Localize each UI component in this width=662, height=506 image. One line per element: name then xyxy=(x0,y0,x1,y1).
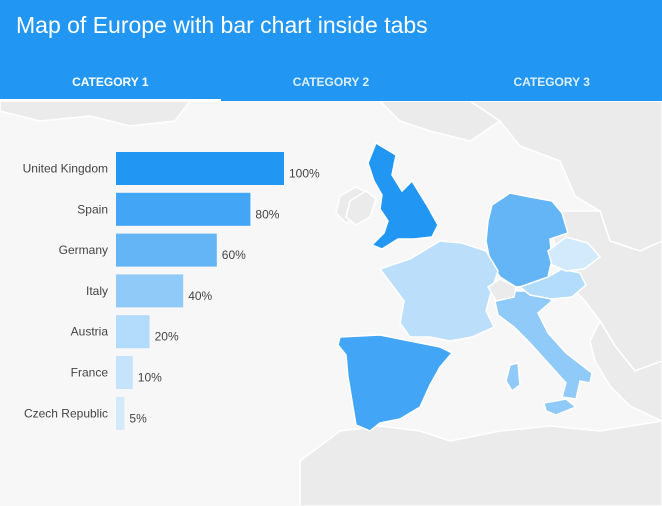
country-france[interactable] xyxy=(378,240,499,342)
category-label: Austria xyxy=(71,325,109,339)
value-label: 40% xyxy=(188,289,212,303)
choropleth-countries xyxy=(337,141,602,432)
value-label: 60% xyxy=(222,248,246,262)
category-label: France xyxy=(71,366,109,380)
tab-category-1[interactable]: CATEGORY 1 xyxy=(0,62,221,102)
category-label: Czech Republic xyxy=(24,406,108,420)
tab-bar: CATEGORY 1 CATEGORY 2 CATEGORY 3 xyxy=(0,62,662,102)
tab-category-3[interactable]: CATEGORY 3 xyxy=(513,75,590,89)
country-sardinia[interactable] xyxy=(505,362,521,393)
category-label: Spain xyxy=(77,202,108,216)
bar[interactable] xyxy=(116,233,217,267)
bar[interactable] xyxy=(116,274,184,308)
country-switzerland xyxy=(487,278,517,302)
country-ireland-outline xyxy=(345,190,377,226)
value-label: 20% xyxy=(155,330,179,344)
bar[interactable] xyxy=(116,152,284,185)
bar[interactable] xyxy=(116,192,251,226)
page-title: Map of Europe with bar chart inside tabs xyxy=(16,12,428,38)
tab-category-2[interactable]: CATEGORY 2 xyxy=(292,75,370,89)
value-label: 100% xyxy=(289,167,320,181)
bar-group: United Kingdom 100% Spain 80% Germany 60% Ital… xyxy=(23,152,320,430)
country-germany[interactable] xyxy=(485,192,569,288)
background-land xyxy=(0,101,662,506)
country-sicily[interactable] xyxy=(543,398,578,416)
value-label: 5% xyxy=(129,411,147,425)
bar[interactable] xyxy=(116,356,133,389)
bar[interactable] xyxy=(116,315,150,349)
category-label: Italy xyxy=(86,284,108,298)
country-austria[interactable] xyxy=(518,268,587,300)
bar-chart: United Kingdom 100% Spain 80% Germany 60% Ital… xyxy=(23,152,320,430)
category-label: United Kingdom xyxy=(23,162,108,176)
country-spain[interactable] xyxy=(337,334,454,432)
header-bar: Map of Europe with bar chart inside tabs… xyxy=(0,0,662,102)
europe-map xyxy=(0,101,662,506)
bar[interactable] xyxy=(116,396,125,430)
value-label: 80% xyxy=(255,207,279,221)
value-label: 10% xyxy=(138,371,162,385)
country-uk[interactable] xyxy=(367,141,439,250)
category-label: Germany xyxy=(59,243,108,257)
country-czech[interactable] xyxy=(547,236,602,272)
